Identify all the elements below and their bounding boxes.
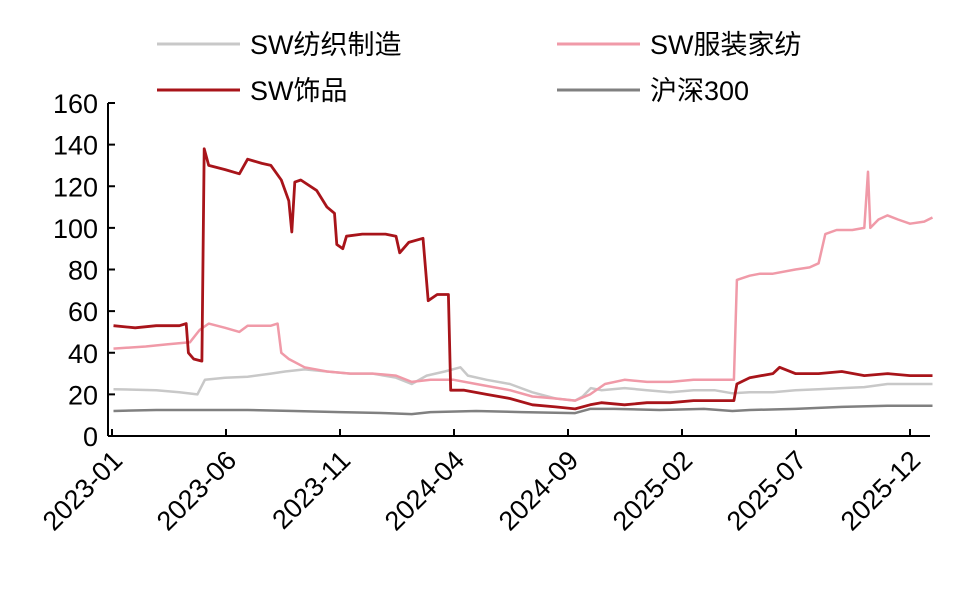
x-tick-label: 2023-11: [266, 445, 356, 535]
x-tick-label: 2023-06: [151, 445, 242, 536]
y-tick-label: 120: [53, 172, 98, 202]
legend-label: SW饰品: [250, 76, 348, 106]
series-line: [113, 404, 933, 416]
x-tick-label: 2025-02: [607, 445, 698, 536]
legend-label: SW服装家纺: [650, 30, 802, 60]
x-tick-label: 2025-07: [721, 445, 812, 536]
y-tick-label: 20: [68, 380, 98, 410]
y-tick-label: 60: [68, 297, 98, 327]
legend-label: 沪深300: [650, 76, 749, 106]
y-tick-label: 140: [53, 131, 98, 161]
x-tick-label: 2024-04: [379, 445, 470, 536]
legend: SW纺织制造 SW服装家纺 SW饰品 沪深300: [157, 30, 802, 106]
y-ticks: 0 20 40 60 80 100 120 140 160: [53, 89, 115, 452]
x-ticks: 2023-01 2023-06 2023-11 2024-04 2024-09 2025-…: [37, 429, 926, 536]
series-line: [113, 147, 933, 411]
y-tick-label: 100: [53, 214, 98, 244]
legend-label: SW纺织制造: [250, 30, 402, 60]
y-tick-label: 40: [68, 339, 98, 369]
y-tick-label: 80: [68, 256, 98, 286]
x-tick-label: 2025-12: [835, 445, 926, 536]
series-layer: [113, 147, 934, 416]
y-tick-label: 160: [53, 89, 98, 119]
y-tick-label: 0: [83, 422, 98, 452]
series-line: [113, 366, 933, 402]
x-tick-label: 2024-09: [493, 445, 584, 536]
x-tick-label: 2023-01: [37, 445, 128, 536]
series-line: [113, 170, 934, 402]
